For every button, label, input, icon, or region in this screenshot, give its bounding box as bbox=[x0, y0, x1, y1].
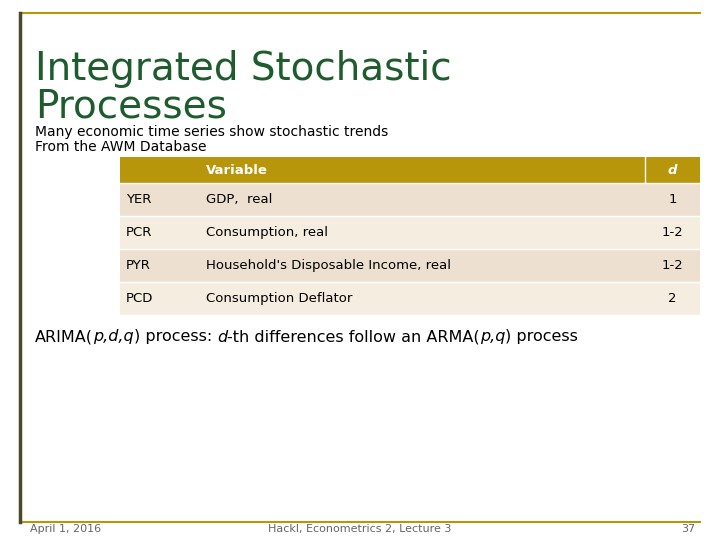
Text: ) process: ) process bbox=[505, 329, 578, 345]
Text: Integrated Stochastic: Integrated Stochastic bbox=[35, 50, 451, 88]
Text: p,q: p,q bbox=[480, 329, 505, 345]
Bar bbox=[120, 282, 700, 315]
Text: ARIMA(: ARIMA( bbox=[35, 329, 93, 345]
Text: 1: 1 bbox=[668, 193, 677, 206]
Text: 37: 37 bbox=[681, 524, 695, 534]
Text: YER: YER bbox=[126, 193, 151, 206]
Text: 2: 2 bbox=[668, 292, 677, 305]
Text: d: d bbox=[667, 164, 678, 177]
Bar bbox=[120, 216, 700, 249]
Text: Variable: Variable bbox=[206, 164, 268, 177]
Text: GDP,  real: GDP, real bbox=[206, 193, 272, 206]
Text: 1-2: 1-2 bbox=[662, 259, 683, 272]
Bar bbox=[120, 157, 700, 183]
Text: Consumption Deflator: Consumption Deflator bbox=[206, 292, 352, 305]
Text: 1-2: 1-2 bbox=[662, 226, 683, 239]
Text: -th differences follow an ARMA(: -th differences follow an ARMA( bbox=[227, 329, 480, 345]
Bar bbox=[120, 249, 700, 282]
Text: From the AWM Database: From the AWM Database bbox=[35, 140, 207, 154]
Text: Consumption, real: Consumption, real bbox=[206, 226, 328, 239]
Text: PCD: PCD bbox=[126, 292, 153, 305]
Text: ) process:: ) process: bbox=[134, 329, 217, 345]
Text: p,d,q: p,d,q bbox=[93, 329, 134, 345]
Text: PCR: PCR bbox=[126, 226, 153, 239]
Text: Household's Disposable Income, real: Household's Disposable Income, real bbox=[206, 259, 451, 272]
Text: Processes: Processes bbox=[35, 88, 227, 126]
Text: d: d bbox=[217, 329, 227, 345]
Text: PYR: PYR bbox=[126, 259, 151, 272]
Text: Hackl, Econometrics 2, Lecture 3: Hackl, Econometrics 2, Lecture 3 bbox=[269, 524, 451, 534]
Bar bbox=[120, 183, 700, 216]
Text: April 1, 2016: April 1, 2016 bbox=[30, 524, 101, 534]
Text: Many economic time series show stochastic trends: Many economic time series show stochasti… bbox=[35, 125, 388, 139]
